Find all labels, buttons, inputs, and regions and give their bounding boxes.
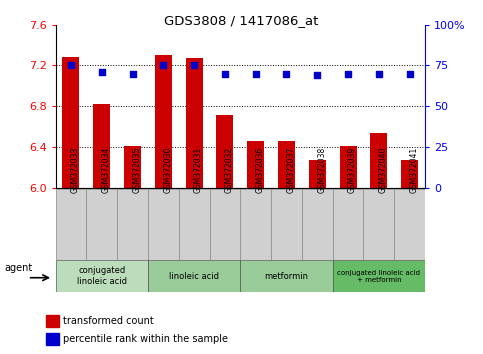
FancyBboxPatch shape: [394, 189, 425, 260]
Bar: [278, 141, 295, 188]
Bar: [401, 160, 418, 188]
Bar: [370, 133, 387, 188]
FancyBboxPatch shape: [56, 189, 86, 260]
Point: [98, 69, 106, 75]
Bar: [185, 58, 202, 188]
Point: [252, 71, 259, 76]
Bar: [124, 146, 141, 188]
FancyBboxPatch shape: [179, 189, 210, 260]
Text: conjugated linoleic acid
+ metformin: conjugated linoleic acid + metformin: [337, 270, 420, 282]
Bar: [93, 104, 110, 188]
FancyBboxPatch shape: [210, 189, 240, 260]
FancyBboxPatch shape: [86, 189, 117, 260]
FancyBboxPatch shape: [240, 260, 333, 292]
Text: GSM372037: GSM372037: [286, 147, 296, 193]
Point: [67, 63, 75, 68]
Text: GSM372041: GSM372041: [410, 147, 419, 193]
Bar: [62, 57, 79, 188]
Text: GSM372030: GSM372030: [163, 147, 172, 193]
Text: linoleic acid: linoleic acid: [169, 272, 219, 281]
Text: GSM372031: GSM372031: [194, 147, 203, 193]
Bar: [309, 160, 326, 188]
Text: GSM372033: GSM372033: [71, 147, 80, 193]
Text: GSM372040: GSM372040: [379, 147, 388, 193]
Bar: [46, 315, 59, 327]
Text: GSM372032: GSM372032: [225, 147, 234, 193]
FancyBboxPatch shape: [333, 260, 425, 292]
FancyBboxPatch shape: [148, 189, 179, 260]
Bar: [247, 141, 264, 188]
FancyBboxPatch shape: [56, 260, 148, 292]
Text: GSM372039: GSM372039: [348, 147, 357, 193]
Point: [313, 73, 321, 78]
FancyBboxPatch shape: [333, 189, 364, 260]
FancyBboxPatch shape: [117, 189, 148, 260]
Point: [283, 71, 290, 76]
Point: [375, 71, 383, 76]
FancyBboxPatch shape: [240, 189, 271, 260]
Text: metformin: metformin: [265, 272, 309, 281]
Point: [221, 71, 229, 76]
Text: GDS3808 / 1417086_at: GDS3808 / 1417086_at: [164, 14, 319, 27]
Text: GSM372034: GSM372034: [102, 147, 111, 193]
Bar: [216, 115, 233, 188]
Point: [406, 71, 413, 76]
Text: agent: agent: [5, 263, 33, 273]
Point: [344, 71, 352, 76]
Point: [128, 71, 136, 76]
Text: GSM372036: GSM372036: [256, 147, 265, 193]
Bar: [46, 333, 59, 345]
Bar: [340, 146, 356, 188]
Text: GSM372035: GSM372035: [132, 147, 142, 193]
Point: [159, 63, 167, 68]
Text: transformed count: transformed count: [63, 316, 154, 326]
FancyBboxPatch shape: [364, 189, 394, 260]
Point: [190, 63, 198, 68]
FancyBboxPatch shape: [148, 260, 240, 292]
Text: conjugated
linoleic acid: conjugated linoleic acid: [77, 267, 127, 286]
FancyBboxPatch shape: [271, 189, 302, 260]
Text: percentile rank within the sample: percentile rank within the sample: [63, 334, 228, 344]
Text: GSM372038: GSM372038: [317, 147, 327, 193]
Bar: [155, 55, 172, 188]
FancyBboxPatch shape: [302, 189, 333, 260]
